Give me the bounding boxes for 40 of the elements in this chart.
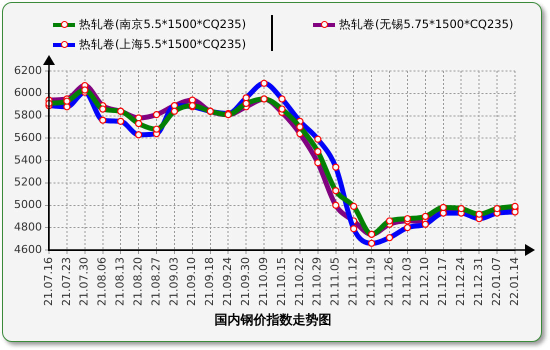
x-tick-label: 21.12.31 [472,257,486,306]
y-tick-label: 5400 [14,153,42,166]
x-tick-label: 21.09.18 [203,257,216,306]
x-tick-label: 21.11.19 [364,257,378,306]
x-tick-label: 21.09.03 [167,257,180,306]
x-tick-label: 21.12.24 [454,257,468,306]
x-tick-label: 21.09.10 [185,257,198,306]
x-tick-label: 21.11.12 [346,257,360,306]
x-tick-label: 21.08.06 [96,257,109,306]
x-tick-label: 21.10.29 [310,257,324,306]
x-tick-label: 22.01.14 [508,257,521,306]
y-tick-label: 6000 [14,86,42,100]
x-tick-label: 21.10.22 [292,257,306,306]
x-tick-label: 21.09.24 [221,257,234,306]
y-tick-label: 6200 [14,64,42,77]
legend-label: 热轧卷(上海5.5*1500*CQ235) [79,37,246,52]
x-tick-label: 21.08.27 [149,257,162,306]
x-tick-label: 22.01.07 [490,257,503,306]
x-tick-label: 21.12.10 [418,257,432,306]
y-tick-label: 5800 [14,108,42,122]
x-tick-label: 21.07.30 [78,257,91,306]
y-tick-label: 5200 [14,176,42,189]
x-tick-label: 21.10.15 [274,257,288,306]
y-tick-label: 5000 [14,198,42,212]
x-tick-label: 21.12.03 [400,257,414,306]
x-tick-label: 21.11.26 [382,257,396,306]
y-tick-label: 4600 [14,242,42,256]
legend-label: 热轧卷(无锡5.75*1500*CQ235) [339,17,514,32]
x-tick-label: 21.07.16 [42,257,55,306]
x-tick-label: 21.10.09 [256,257,270,306]
x-tick-label: 21.11.05 [328,257,342,306]
y-tick-label: 4800 [14,220,42,234]
legend-label: 热轧卷(南京5.5*1500*CQ235) [79,17,246,32]
y-tick-label: 5600 [14,130,42,144]
x-tick-label: 21.07.23 [60,257,73,306]
x-tick-label: 21.12.17 [436,257,450,306]
x-tick-label: 21.09.30 [239,257,252,306]
text: 国内钢价指数走势图 [214,312,332,329]
x-tick-label: 21.08.20 [131,257,144,306]
x-tick-label: 21.08.13 [114,257,127,306]
